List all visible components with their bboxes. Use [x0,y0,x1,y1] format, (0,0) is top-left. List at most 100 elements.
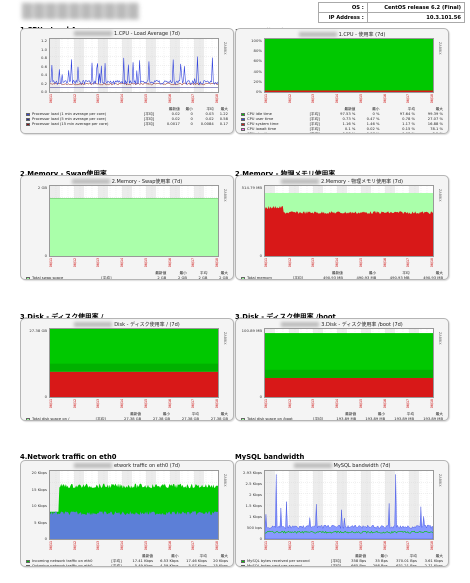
x-tick-label: 06/16 [383,258,387,267]
legend-row: Processor load (15 min average per core)… [25,122,229,127]
graph-net[interactable]: etwork traffic on eth0 (7d) 20 Kbps 15 Kbp… [20,460,234,567]
os-label: OS : [319,3,368,13]
side-label: ZABBIX [223,474,227,487]
legend-row: Total swap space [平均] 2 GB 2 GB 2 GB 2 GB [25,276,229,280]
ip-label: IP Address : [319,13,368,23]
ip-value: 10.3.101.56 [367,13,464,23]
side-label: ZABBIX [223,332,227,345]
x-tick-label: 06/16 [168,258,172,267]
legend-value: 490.93 MB [411,276,444,280]
x-tick-label: 06/15 [359,541,363,550]
legend-value: 490.93 MB [377,276,410,280]
host-name-blurred [72,179,110,184]
legend-unit: [平均] [309,132,329,134]
graph-mysql[interactable]: MySQL bandwidth (7d) 2.93 Kbps 2.5 Kbps 2 K… [235,460,449,567]
legend-series-name: Total memory [240,276,292,280]
legend-row: MySQL bytes sent per second [平均] 665 Bps 29… [240,564,444,567]
legend-table: 最新値 最小 平均 最大 Processor load (1 min average p… [25,107,229,127]
y-axis-labels: 2.93 Kbps 2.5 Kbps 2 Kbps 1.5 Kbps 1 Kbps 500… [236,470,262,540]
legend-swatch [26,123,30,126]
legend-swatch [26,118,30,121]
y-axis-labels: 2 GB 0 [21,185,47,257]
plot-area [49,38,219,93]
y-tick-label: 10 Kbps [32,503,47,508]
x-tick-label: 06/14 [335,258,339,267]
y-tick-label: 0 [260,536,262,541]
legend-unit: [平均] [312,417,328,421]
y-axis-labels: 20 Kbps 15 Kbps 10 Kbps 5 Kbps 0 [21,470,47,540]
graph-title: etwork traffic on eth0 (7d) [21,463,233,469]
y-tick-label: 0% [256,89,262,94]
legend-value: 0.28 % [328,132,356,134]
graph-title: Disk - ディスク使用率 / (7d) [21,321,233,328]
legend-unit: [平均] [95,417,114,421]
y-tick-label: 500 bps [247,525,262,530]
x-tick-label: 06/18 [215,258,219,267]
x-tick-label: 06/13 [96,541,100,550]
legend-swatch [26,277,30,280]
legend-swatch [26,560,30,563]
y-axis-labels: 100% 80% 60% 40% 20% 0% [236,38,262,93]
legend-series-label: CPU user time [247,117,273,121]
x-tick-label: 06/16 [168,541,172,550]
legend: 最新値 最小 平均 最大 Incoming network traffic on eth… [25,554,229,567]
legend-series-name: MySQL bytes sent per second [240,564,330,567]
graph-swap[interactable]: 2.Memory - Swap使用率 (7d) 2 GB 0 ZABBIX 06/11 0… [20,175,234,280]
graph-disk2[interactable]: 3.Disk - ディスク使用率 /boot (7d) 100.89 MB 0 ZAB… [235,318,449,421]
x-tick-label: 06/13 [311,541,315,550]
x-tick-label: 06/16 [383,541,387,550]
graph-title: 2.Memory - Swap使用率 (7d) [21,178,233,185]
y-tick-label: 27.38 GB [29,328,47,333]
series-used-disk-area [50,372,218,397]
y-tick-label: 0.0 [41,89,47,94]
y-tick-label: 100% [251,38,262,43]
legend-series-label: CPU nice time [247,132,273,134]
legend-value: 5.49 Kbps [126,564,154,567]
legend-value: 4.59 Kbps [154,564,179,567]
plot-svg [265,471,433,539]
legend-swatch [241,565,245,568]
x-tick-label: 06/15 [359,399,363,408]
y-axis-labels: 100.89 MB 0 [236,328,262,398]
x-tick-label: 06/16 [383,94,387,103]
graph-mem[interactable]: 2.Memory - 物理メモリ使用率 (7d) 514.79 MB 0 ZABBIX… [235,175,449,280]
x-tick-label: 06/11 [264,399,268,408]
legend-value: 193.89 MB [328,417,357,421]
graph-cpu[interactable]: 1.CPU - 使用率 (7d) 100% 80% 60% 40% 20% 0% ZABBIX… [235,28,449,134]
x-tick-label: 06/15 [144,258,148,267]
x-tick-label: 06/11 [264,258,268,267]
legend-swatch [241,118,245,121]
y-tick-label: 0.6 [41,64,47,69]
x-tick-label: 06/12 [73,258,77,267]
legend-value: 27.38 GB [171,417,200,421]
side-label: ZABBIX [438,189,442,202]
plot-svg [50,471,218,539]
x-tick-label: 06/15 [359,258,363,267]
legend-value: 15 Kbps [208,564,229,567]
legend-series-label: CPU idle time [247,112,272,116]
x-tick-label: 06/14 [120,541,124,550]
plot-area [49,328,219,398]
graph-disk1[interactable]: Disk - ディスク使用率 / (7d) 27.38 GB 0 ZABBIX 06/1… [20,318,234,421]
x-axis-labels: 06/11 06/12 06/13 06/14 06/15 06/16 06/17 06/18 [264,541,434,553]
x-tick-label: 06/17 [406,541,410,550]
legend-table: 最新値 最小 平均 最大 Total swap space [平均] 2 GB 2 GB 2 G… [25,271,229,280]
legend-value: 0 [181,122,194,127]
x-tick-label: 06/17 [406,399,410,408]
graph-title: 3.Disk - ディスク使用率 /boot (7d) [236,321,448,328]
x-tick-label: 06/12 [288,541,292,550]
x-tick-label: 06/14 [120,258,124,267]
y-tick-label: 1.0 [41,47,47,52]
x-tick-label: 06/12 [288,94,292,103]
legend-series-label: CPU iowait time [247,127,276,131]
x-axis-labels: 06/11 06/12 06/13 06/14 06/15 06/16 06/17 06/18 [49,541,219,553]
x-tick-label: 06/13 [96,94,100,103]
legend-value: 193.89 MB [386,417,415,421]
graph-title: 2.Memory - 物理メモリ使用率 (7d) [236,178,448,185]
graph-load[interactable]: 1.CPU - Load Average (7d) 1.2 1.0 0.8 0.6 0.4… [20,28,234,134]
legend-unit: [平均] [143,122,160,127]
legend-value: 490.93 MB [311,276,344,280]
legend-series-label: MySQL bytes sent per second [247,564,302,567]
x-tick-label: 06/13 [311,258,315,267]
graph-title: MySQL bandwidth (7d) [236,463,448,469]
